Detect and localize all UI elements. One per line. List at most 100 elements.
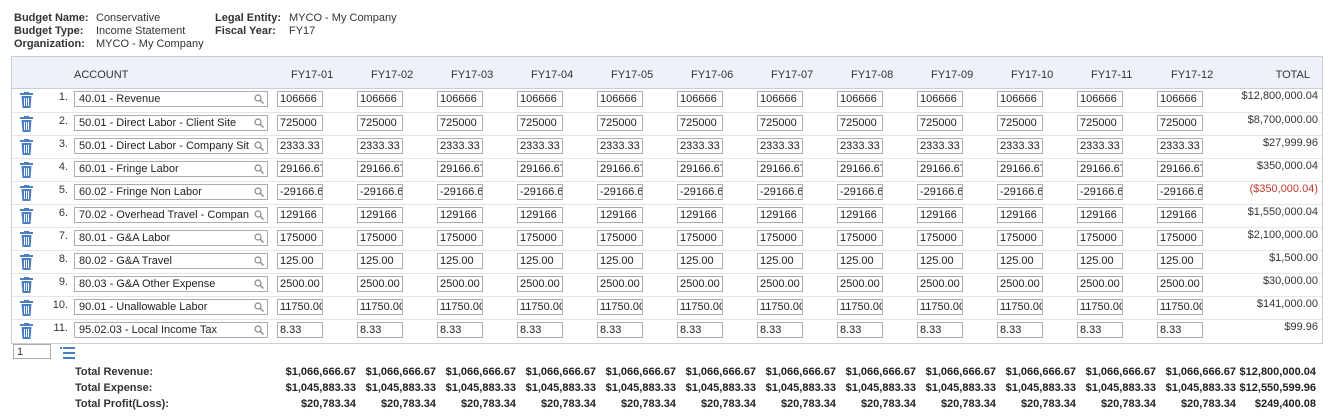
trash-icon[interactable] xyxy=(20,162,33,178)
amount-input[interactable]: 8.33 xyxy=(277,322,323,338)
amount-input[interactable]: -29166.67 xyxy=(277,184,323,200)
amount-input[interactable]: 2500.00 xyxy=(597,276,643,292)
amount-input[interactable]: 725000 xyxy=(277,115,323,131)
amount-input[interactable]: 125.00 xyxy=(837,253,883,269)
amount-input[interactable]: 8.33 xyxy=(837,322,883,338)
amount-input[interactable]: 8.33 xyxy=(517,322,563,338)
amount-input[interactable]: 29166.67 xyxy=(277,161,323,177)
amount-input[interactable]: 2333.33 xyxy=(997,138,1043,154)
amount-input[interactable]: 106666 xyxy=(597,91,643,107)
amount-input[interactable]: -29166.67 xyxy=(517,184,563,200)
search-icon[interactable] xyxy=(254,302,264,312)
amount-input[interactable]: 8.33 xyxy=(757,322,803,338)
amount-input[interactable]: 29166.67 xyxy=(517,161,563,177)
search-icon[interactable] xyxy=(254,187,264,197)
amount-input[interactable]: 8.33 xyxy=(1157,322,1203,338)
amount-input[interactable]: 125.00 xyxy=(437,253,483,269)
amount-input[interactable]: 125.00 xyxy=(357,253,403,269)
amount-input[interactable]: 29166.67 xyxy=(597,161,643,177)
amount-input[interactable]: 11750.00 xyxy=(437,299,483,315)
amount-input[interactable]: 129166 xyxy=(997,207,1043,223)
amount-input[interactable]: 725000 xyxy=(917,115,963,131)
search-icon[interactable] xyxy=(254,141,264,151)
account-input[interactable]: 50.01 - Direct Labor - Client Site xyxy=(74,115,268,131)
trash-icon[interactable] xyxy=(20,254,33,270)
amount-input[interactable]: 2333.33 xyxy=(357,138,403,154)
amount-input[interactable]: 106666 xyxy=(837,91,883,107)
trash-icon[interactable] xyxy=(20,300,33,316)
amount-input[interactable]: 2333.33 xyxy=(917,138,963,154)
account-input[interactable]: 95.02.03 - Local Income Tax xyxy=(74,322,268,338)
amount-input[interactable]: 106666 xyxy=(357,91,403,107)
trash-icon[interactable] xyxy=(20,323,33,339)
amount-input[interactable]: 29166.67 xyxy=(437,161,483,177)
amount-input[interactable]: 129166 xyxy=(1157,207,1203,223)
account-input[interactable]: 50.01 - Direct Labor - Company Site xyxy=(74,138,268,154)
amount-input[interactable]: 11750.00 xyxy=(837,299,883,315)
amount-input[interactable]: 2333.33 xyxy=(1077,138,1123,154)
amount-input[interactable]: 2500.00 xyxy=(1157,276,1203,292)
amount-input[interactable]: 125.00 xyxy=(997,253,1043,269)
amount-input[interactable]: 129166 xyxy=(437,207,483,223)
amount-input[interactable]: 129166 xyxy=(357,207,403,223)
amount-input[interactable]: 129166 xyxy=(277,207,323,223)
amount-input[interactable]: 129166 xyxy=(1077,207,1123,223)
account-input[interactable]: 90.01 - Unallowable Labor xyxy=(74,299,268,315)
amount-input[interactable]: 29166.67 xyxy=(997,161,1043,177)
search-icon[interactable] xyxy=(254,325,264,335)
amount-input[interactable]: 2500.00 xyxy=(517,276,563,292)
amount-input[interactable]: 175000 xyxy=(437,230,483,246)
amount-input[interactable]: 29166.67 xyxy=(757,161,803,177)
trash-icon[interactable] xyxy=(20,116,33,132)
amount-input[interactable]: 125.00 xyxy=(757,253,803,269)
amount-input[interactable]: 129166 xyxy=(517,207,563,223)
amount-input[interactable]: 2500.00 xyxy=(1077,276,1123,292)
amount-input[interactable]: 725000 xyxy=(517,115,563,131)
amount-input[interactable]: -29166.67 xyxy=(1157,184,1203,200)
amount-input[interactable]: 129166 xyxy=(677,207,723,223)
amount-input[interactable]: 725000 xyxy=(837,115,883,131)
amount-input[interactable]: 725000 xyxy=(1157,115,1203,131)
amount-input[interactable]: 2333.33 xyxy=(1157,138,1203,154)
amount-input[interactable]: 175000 xyxy=(517,230,563,246)
trash-icon[interactable] xyxy=(20,185,33,201)
account-input[interactable]: 60.02 - Fringe Non Labor xyxy=(74,184,268,200)
page-number-input[interactable]: 1 xyxy=(13,344,51,359)
search-icon[interactable] xyxy=(254,279,264,289)
amount-input[interactable]: 29166.67 xyxy=(837,161,883,177)
amount-input[interactable]: -29166.67 xyxy=(1077,184,1123,200)
amount-input[interactable]: 125.00 xyxy=(1157,253,1203,269)
search-icon[interactable] xyxy=(254,256,264,266)
search-icon[interactable] xyxy=(254,233,264,243)
search-icon[interactable] xyxy=(254,118,264,128)
amount-input[interactable]: 29166.67 xyxy=(1157,161,1203,177)
amount-input[interactable]: 11750.00 xyxy=(677,299,723,315)
amount-input[interactable]: 11750.00 xyxy=(597,299,643,315)
amount-input[interactable]: 8.33 xyxy=(1077,322,1123,338)
amount-input[interactable]: 106666 xyxy=(1077,91,1123,107)
amount-input[interactable]: 2333.33 xyxy=(437,138,483,154)
amount-input[interactable]: 11750.00 xyxy=(1077,299,1123,315)
amount-input[interactable]: 106666 xyxy=(757,91,803,107)
amount-input[interactable]: 106666 xyxy=(1157,91,1203,107)
amount-input[interactable]: -29166.67 xyxy=(677,184,723,200)
amount-input[interactable]: 2333.33 xyxy=(677,138,723,154)
amount-input[interactable]: 106666 xyxy=(277,91,323,107)
amount-input[interactable]: 725000 xyxy=(437,115,483,131)
amount-input[interactable]: 175000 xyxy=(757,230,803,246)
amount-input[interactable]: 175000 xyxy=(837,230,883,246)
amount-input[interactable]: 2333.33 xyxy=(597,138,643,154)
amount-input[interactable]: 129166 xyxy=(757,207,803,223)
amount-input[interactable]: 725000 xyxy=(677,115,723,131)
amount-input[interactable]: 8.33 xyxy=(917,322,963,338)
amount-input[interactable]: 175000 xyxy=(1157,230,1203,246)
amount-input[interactable]: 2333.33 xyxy=(517,138,563,154)
amount-input[interactable]: 8.33 xyxy=(437,322,483,338)
amount-input[interactable]: 8.33 xyxy=(597,322,643,338)
amount-input[interactable]: -29166.67 xyxy=(757,184,803,200)
amount-input[interactable]: 725000 xyxy=(357,115,403,131)
amount-input[interactable]: 29166.67 xyxy=(917,161,963,177)
amount-input[interactable]: 2500.00 xyxy=(917,276,963,292)
trash-icon[interactable] xyxy=(20,277,33,293)
amount-input[interactable]: 8.33 xyxy=(357,322,403,338)
